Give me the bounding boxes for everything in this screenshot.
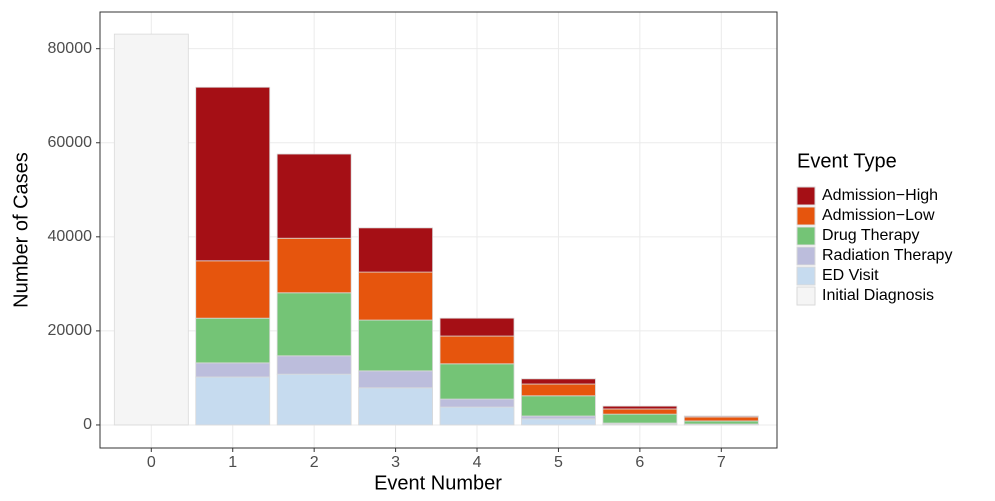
x-axis-title: Event Number	[374, 472, 502, 494]
legend-label: Radiation Therapy	[822, 247, 952, 264]
bar-segment	[521, 419, 595, 425]
bar-segment	[277, 356, 351, 374]
bar-segment	[440, 318, 514, 336]
legend-title: Event Type	[797, 150, 897, 172]
bar-segment	[277, 293, 351, 356]
bar-segment	[196, 377, 270, 425]
bar-segment	[440, 407, 514, 425]
bar-segment	[603, 409, 677, 414]
legend-label: Drug Therapy	[822, 227, 920, 244]
bar-segment	[440, 336, 514, 364]
legend-key	[797, 227, 815, 245]
x-tick-label: 6	[635, 454, 644, 471]
legend-label: Admission−Low	[822, 207, 935, 224]
x-tick-label: 2	[310, 454, 319, 471]
bar-segment	[196, 318, 270, 363]
legend-key	[797, 187, 815, 205]
bar-segment	[684, 416, 758, 417]
y-axis-title: Number of Cases	[10, 152, 32, 308]
bar-segment	[603, 406, 677, 409]
x-tick-label: 5	[554, 454, 563, 471]
x-tick-label: 0	[147, 454, 156, 471]
legend-key	[797, 287, 815, 305]
y-tick-label: 60000	[48, 134, 93, 151]
x-tick-label: 1	[228, 454, 237, 471]
legend-key	[797, 267, 815, 285]
bar-segment	[277, 238, 351, 293]
bar-segment	[359, 228, 433, 272]
bar-segment	[684, 421, 758, 424]
bar-segment	[440, 399, 514, 407]
bar-segment	[359, 371, 433, 388]
bar-segment	[359, 272, 433, 320]
y-tick-label: 40000	[48, 228, 93, 245]
bar-segment	[277, 154, 351, 238]
legend-key	[797, 207, 815, 225]
y-tick-label: 20000	[48, 322, 93, 339]
x-tick-label: 3	[391, 454, 400, 471]
bar-segment	[603, 414, 677, 423]
bar-segment	[277, 374, 351, 425]
legend-label: ED Visit	[822, 267, 879, 284]
x-tick-label: 4	[473, 454, 482, 471]
bar-segment	[521, 416, 595, 419]
bar-segment	[521, 396, 595, 416]
bar-segment	[114, 34, 188, 425]
y-tick-label: 80000	[48, 40, 93, 57]
legend-label: Admission−High	[822, 187, 938, 204]
legend-label: Initial Diagnosis	[822, 287, 934, 304]
legend-key	[797, 247, 815, 265]
bar-segment	[684, 417, 758, 421]
bar-segment	[196, 87, 270, 261]
bar-segment	[196, 261, 270, 318]
y-tick-label: 0	[83, 416, 92, 433]
bar-segment	[359, 320, 433, 371]
bar-segment	[196, 363, 270, 377]
bar-segment	[359, 388, 433, 425]
bar-segment	[521, 384, 595, 396]
bar-segment	[440, 364, 514, 399]
bar-segment	[521, 379, 595, 384]
x-tick-label: 7	[717, 454, 726, 471]
